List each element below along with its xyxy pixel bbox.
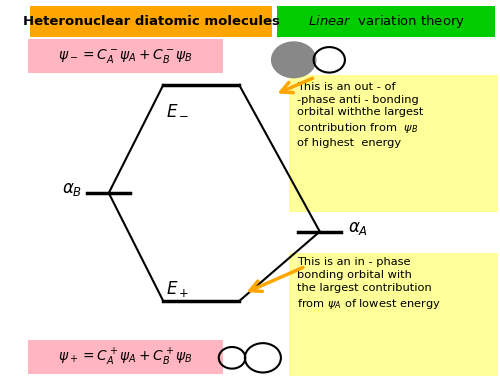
Text: $\psi_- = C_A^-\psi_A + C_B^-\psi_B$: $\psi_- = C_A^-\psi_A + C_B^-\psi_B$ — [58, 47, 193, 65]
Text: $E_-$: $E_-$ — [166, 100, 189, 119]
Text: This is an out - of
-phase anti - bonding
orbital withthe largest
contribution f: This is an out - of -phase anti - bondin… — [297, 82, 424, 148]
Text: This is an in - phase
bonding orbital with
the largest contribution
from $\psi_A: This is an in - phase bonding orbital wi… — [297, 257, 440, 311]
Text: Heteronuclear diatomic molecules: Heteronuclear diatomic molecules — [23, 15, 280, 28]
Circle shape — [271, 41, 316, 78]
Text: $\psi_+ = C_A^+\psi_A + C_B^+\psi_B$: $\psi_+ = C_A^+\psi_A + C_B^+\psi_B$ — [58, 346, 193, 368]
Text: $\it{Linear}$  variation theory: $\it{Linear}$ variation theory — [308, 13, 465, 30]
FancyBboxPatch shape — [289, 253, 498, 376]
Text: $\alpha_B$: $\alpha_B$ — [62, 180, 82, 198]
FancyBboxPatch shape — [28, 340, 222, 374]
FancyBboxPatch shape — [30, 6, 272, 37]
FancyBboxPatch shape — [277, 6, 496, 37]
Text: $\alpha_A$: $\alpha_A$ — [348, 219, 368, 237]
Text: $E_+$: $E_+$ — [166, 279, 189, 299]
FancyBboxPatch shape — [28, 39, 222, 73]
FancyBboxPatch shape — [289, 75, 498, 212]
